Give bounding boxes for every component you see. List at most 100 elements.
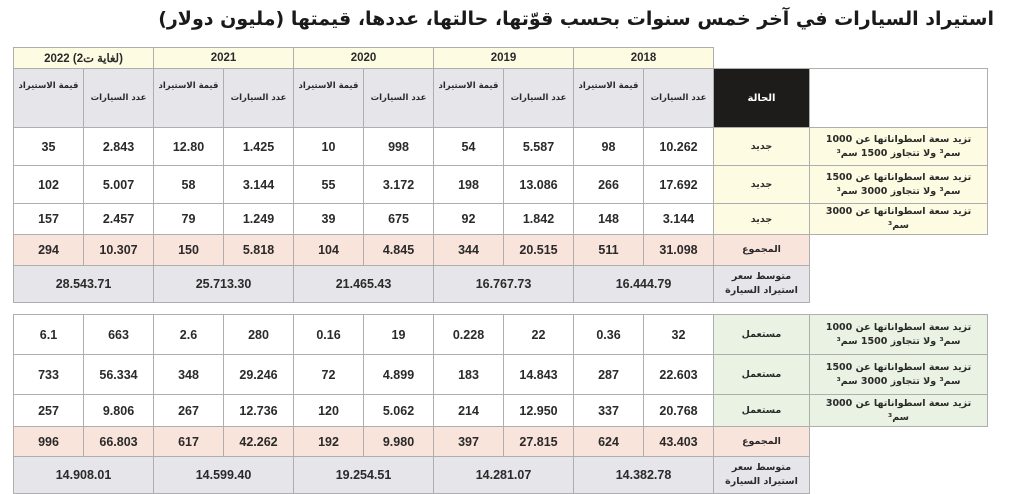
cell: 43.403 xyxy=(643,426,714,457)
cell: 56.334 xyxy=(83,354,154,395)
cell: 1.249 xyxy=(223,203,294,235)
import-table-wrapper: 2022 (لغاية ت2) 2021 2020 2019 2018 قيمة… xyxy=(13,47,988,494)
cell: 104 xyxy=(293,234,364,266)
cell: 675 xyxy=(363,203,434,235)
status-used: مستعمل xyxy=(713,314,810,355)
col-count-2019: عدد السيارات xyxy=(503,68,574,128)
empty-corner xyxy=(714,48,988,69)
col-count-2021: عدد السيارات xyxy=(223,68,294,128)
table-row-used-2: 733 56.334 348 29.246 72 4.899 183 14.84… xyxy=(13,354,988,395)
table-row-new-1: 35 2.843 12.80 1.425 10 998 54 5.587 98 … xyxy=(13,127,988,166)
cell: 2.457 xyxy=(83,203,154,235)
avg-row-used: 14.908.01 14.599.40 19.254.51 14.281.07 … xyxy=(13,456,988,494)
cell: 337 xyxy=(573,394,644,427)
avg-2021: 25.713.30 xyxy=(153,265,294,303)
engine-class-2: تزيد سعة اسطواناتها عن 1500 سم³ ولا تتجا… xyxy=(809,165,988,204)
cell: 102 xyxy=(13,165,84,204)
cell: 157 xyxy=(13,203,84,235)
cell: 192 xyxy=(293,426,364,457)
avg-2018: 16.444.79 xyxy=(573,265,714,303)
year-header-2021: 2021 xyxy=(153,47,294,69)
cell: 624 xyxy=(573,426,644,457)
cell: 3.144 xyxy=(643,203,714,235)
avg-2022: 14.908.01 xyxy=(13,456,154,494)
cell: 183 xyxy=(433,354,504,395)
cell: 0.36 xyxy=(573,314,644,355)
cell: 39 xyxy=(293,203,364,235)
avg-2022: 28.543.71 xyxy=(13,265,154,303)
empty-cell xyxy=(810,235,988,266)
col-value-2020: قيمة الاستيراد xyxy=(293,68,364,128)
cell: 344 xyxy=(433,234,504,266)
status-used: مستعمل xyxy=(713,394,810,427)
cell: 996 xyxy=(13,426,84,457)
cell: 22 xyxy=(503,314,574,355)
cell: 10.307 xyxy=(83,234,154,266)
cell: 42.262 xyxy=(223,426,294,457)
avg-2019: 16.767.73 xyxy=(433,265,574,303)
status-new: جديد xyxy=(713,165,810,204)
cell: 20.768 xyxy=(643,394,714,427)
table-row-new-2: 102 5.007 58 3.144 55 3.172 198 13.086 2… xyxy=(13,165,988,204)
total-row-new: 294 10.307 150 5.818 104 4.845 344 20.51… xyxy=(13,234,988,266)
cell: 257 xyxy=(13,394,84,427)
cell: 120 xyxy=(293,394,364,427)
col-count-2018: عدد السيارات xyxy=(643,68,714,128)
cell: 29.246 xyxy=(223,354,294,395)
cell: 55 xyxy=(293,165,364,204)
engine-class-3: تزيد سعة اسطواناتها عن 3000 سم³ xyxy=(809,203,988,235)
cell: 733 xyxy=(13,354,84,395)
cell: 1.842 xyxy=(503,203,574,235)
cell: 79 xyxy=(153,203,224,235)
year-header-2019: 2019 xyxy=(433,47,574,69)
cell: 2.6 xyxy=(153,314,224,355)
engine-class-header xyxy=(809,68,988,128)
col-count-2020: عدد السيارات xyxy=(363,68,434,128)
cell: 54 xyxy=(433,127,504,166)
cell: 287 xyxy=(573,354,644,395)
cell: 348 xyxy=(153,354,224,395)
cell: 266 xyxy=(573,165,644,204)
cell: 14.843 xyxy=(503,354,574,395)
cell: 294 xyxy=(13,234,84,266)
avg-2020: 19.254.51 xyxy=(293,456,434,494)
cell: 72 xyxy=(293,354,364,395)
cell: 397 xyxy=(433,426,504,457)
avg-label: متوسط سعر استيراد السيارة xyxy=(713,456,810,494)
cell: 267 xyxy=(153,394,224,427)
empty-cell xyxy=(810,427,988,457)
cell: 4.899 xyxy=(363,354,434,395)
col-value-2018: قيمة الاستيراد xyxy=(573,68,644,128)
cell: 12.950 xyxy=(503,394,574,427)
table-row-used-1: 6.1 663 2.6 280 0.16 19 0.228 22 0.36 32… xyxy=(13,314,988,355)
cell: 3.144 xyxy=(223,165,294,204)
status-used: مستعمل xyxy=(713,354,810,395)
cell: 9.980 xyxy=(363,426,434,457)
table-row-used-3: 257 9.806 267 12.736 120 5.062 214 12.95… xyxy=(13,394,988,427)
year-header-row: 2022 (لغاية ت2) 2021 2020 2019 2018 xyxy=(13,47,988,69)
cell: 198 xyxy=(433,165,504,204)
car-import-table: 2022 (لغاية ت2) 2021 2020 2019 2018 قيمة… xyxy=(13,47,988,494)
cell: 280 xyxy=(223,314,294,355)
cell: 150 xyxy=(153,234,224,266)
status-new: جديد xyxy=(713,203,810,235)
cell: 998 xyxy=(363,127,434,166)
engine-class-1: تزيد سعة اسطواناتها عن 1000 سم³ ولا تتجا… xyxy=(809,314,988,355)
cell: 12.80 xyxy=(153,127,224,166)
cell: 5.818 xyxy=(223,234,294,266)
engine-class-3: تزيد سعة اسطواناتها عن 3000 سم³ xyxy=(809,394,988,427)
cell: 2.843 xyxy=(83,127,154,166)
cell: 22.603 xyxy=(643,354,714,395)
gap-cell xyxy=(14,303,988,315)
cell: 5.007 xyxy=(83,165,154,204)
cell: 58 xyxy=(153,165,224,204)
cell: 214 xyxy=(433,394,504,427)
avg-2021: 14.599.40 xyxy=(153,456,294,494)
cell: 35 xyxy=(13,127,84,166)
cell: 663 xyxy=(83,314,154,355)
cell: 0.16 xyxy=(293,314,364,355)
col-value-2021: قيمة الاستيراد xyxy=(153,68,224,128)
cell: 92 xyxy=(433,203,504,235)
cell: 3.172 xyxy=(363,165,434,204)
total-label: المجموع xyxy=(713,234,810,266)
